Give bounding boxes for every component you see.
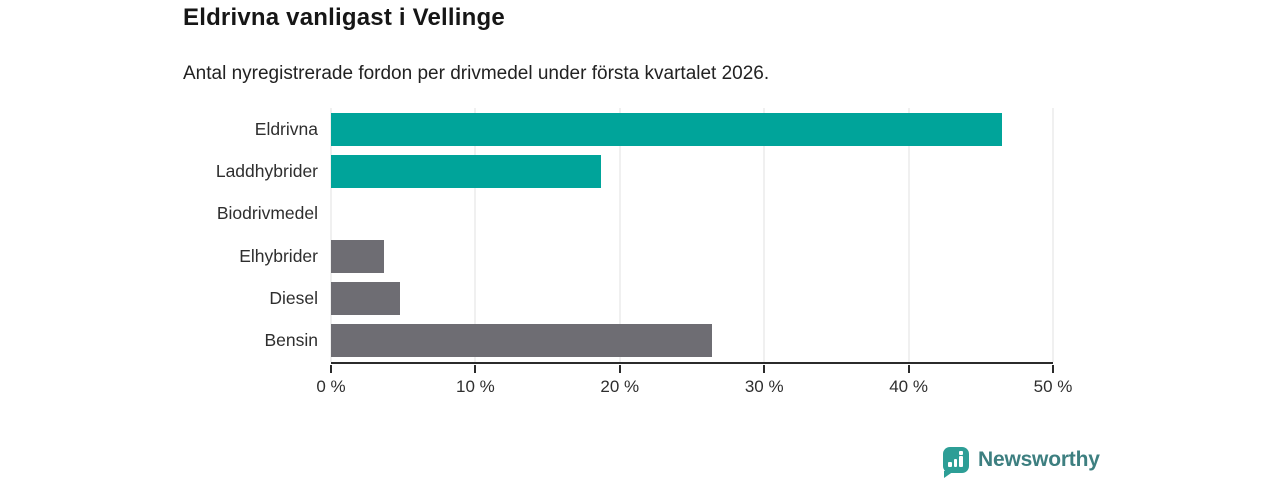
category-label: Eldrivna: [254, 118, 318, 139]
category-label: Diesel: [269, 287, 318, 308]
axis-tick: [907, 364, 910, 373]
bar-row-laddhybrider: Laddhybrider: [216, 150, 1053, 192]
axis-tick: [618, 364, 621, 373]
axis-tick: [474, 364, 477, 373]
bar-bensin: [331, 324, 713, 358]
logo-text: Newsworthy: [978, 448, 1100, 471]
gridline: [763, 108, 765, 362]
chart-title: Eldrivna vanligast i Vellinge: [183, 4, 505, 31]
category-label: Bensin: [264, 330, 318, 351]
bar-elhybrider: [331, 239, 385, 273]
gridline: [1052, 108, 1054, 362]
bar-row-bensin: Bensin: [264, 320, 1053, 362]
x-tick-label: 50 %: [1033, 377, 1073, 396]
x-tick-label: 10 %: [456, 377, 495, 396]
bar-row-eldrivna: Eldrivna: [255, 108, 1053, 150]
category-label: Elhybrider: [239, 245, 318, 266]
bar-eldrivna: [331, 112, 1003, 146]
bar-row-diesel: Diesel: [269, 277, 1053, 319]
bar-chart-bubble-icon: [943, 447, 969, 478]
gridline: [474, 108, 476, 362]
category-label: Biodrivmedel: [216, 203, 318, 224]
category-label: Laddhybrider: [215, 160, 318, 181]
axis-tick: [1052, 364, 1054, 373]
x-tick-label: 30 %: [744, 377, 784, 396]
chart-subtitle: Antal nyregistrerade fordon per drivmede…: [183, 63, 770, 84]
bar-diesel: [331, 281, 401, 315]
gridline: [908, 108, 910, 362]
gridline: [330, 108, 332, 362]
bar-laddhybrider: [331, 154, 602, 188]
logo-mini-bars: [943, 447, 969, 473]
x-tick-label: 20 %: [600, 377, 640, 396]
bar-row-biodrivmedel: Biodrivmedel: [217, 193, 1053, 235]
bar-row-elhybrider: Elhybrider: [239, 235, 1053, 277]
x-tick-label: 40 %: [889, 377, 928, 396]
axis-tick: [330, 364, 332, 373]
newsworthy-logo: Newsworthy: [943, 447, 1100, 478]
bar-rows: Eldrivna Laddhybrider Biodrivmedel Elhyb…: [216, 108, 1053, 362]
plot-area: Eldrivna Laddhybrider Biodrivmedel Elhyb…: [216, 108, 1072, 396]
bubble-tail: [944, 471, 954, 478]
x-tick-label: 0 %: [316, 377, 346, 396]
axis-tick: [763, 364, 766, 373]
gridline: [619, 108, 621, 362]
